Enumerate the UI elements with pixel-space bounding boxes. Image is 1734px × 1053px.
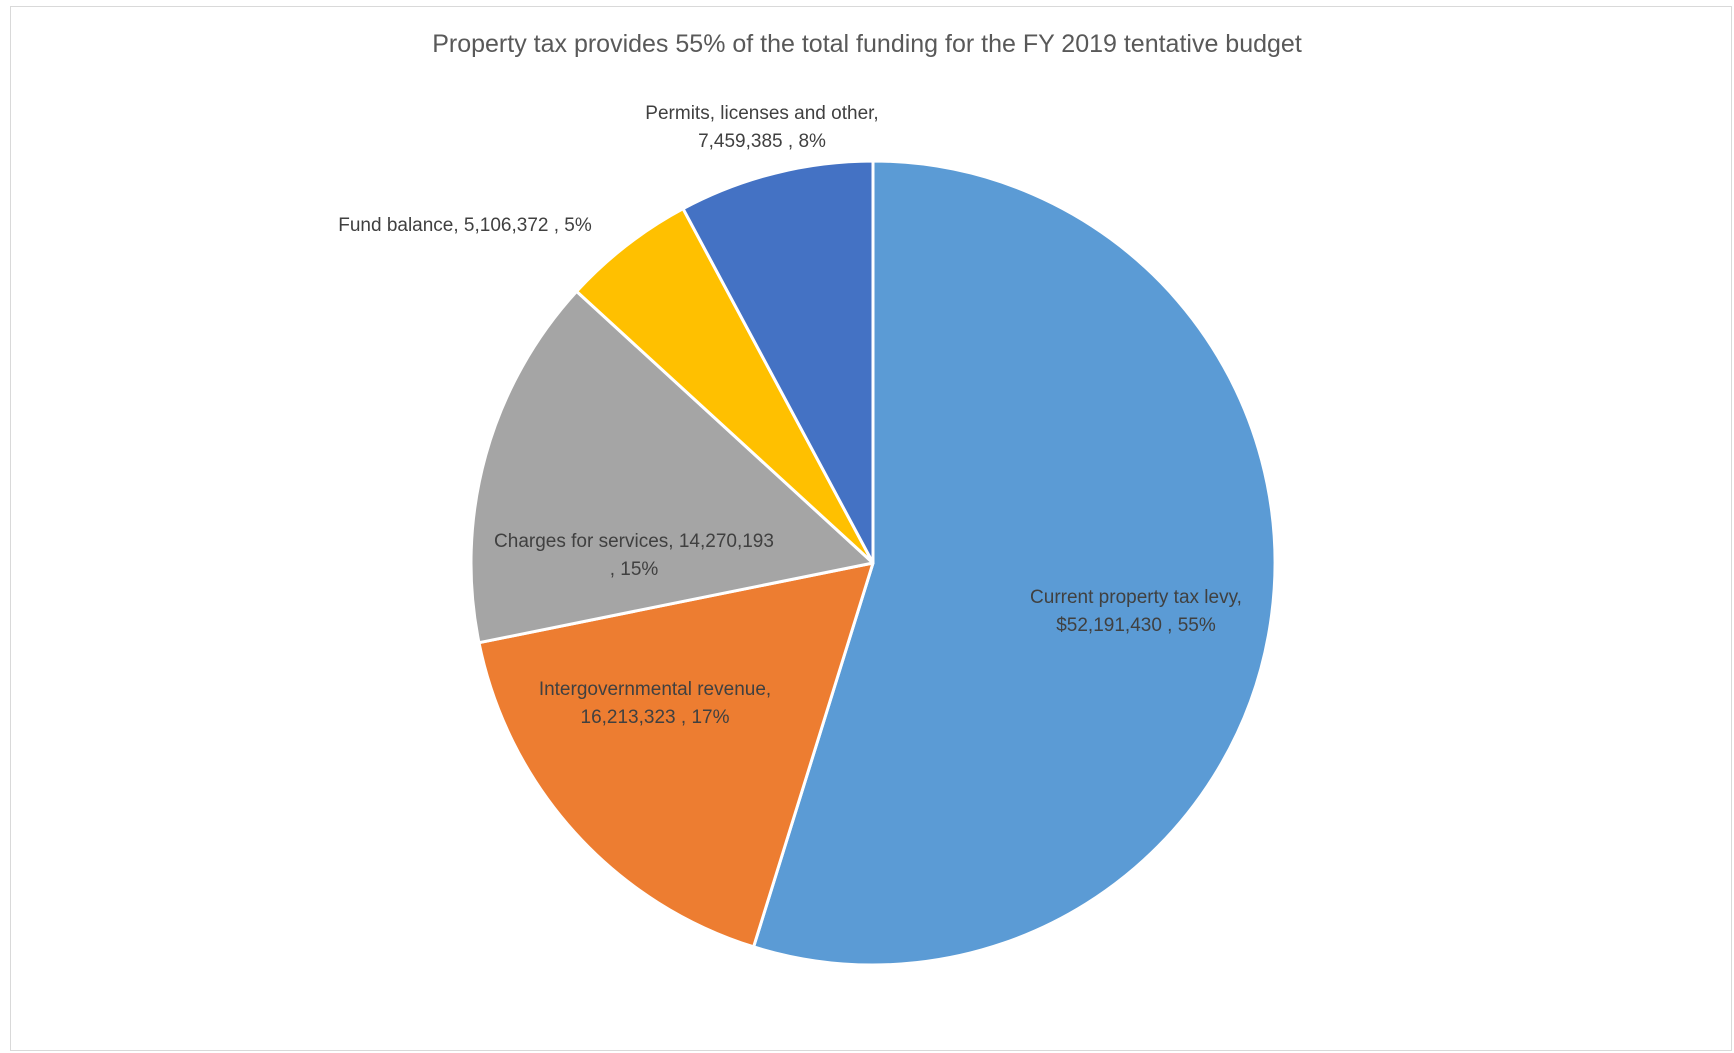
data-label-line: , 15%: [610, 559, 659, 580]
data-label-line: Fund balance, 5,106,372 , 5%: [338, 215, 592, 236]
data-label-intergovernmental-revenue: Intergovernmental revenue, 16,213,323 , 1…: [539, 679, 771, 728]
pie-slice-permits-licenses-and-other: [681, 159, 875, 565]
data-label-line: Current property tax levy,: [1030, 587, 1242, 608]
data-label-fund-balance: Fund balance, 5,106,372 , 5%: [338, 215, 592, 236]
data-label-line: Permits, licenses and other,: [645, 103, 878, 124]
data-label-line: Intergovernmental revenue,: [539, 679, 771, 700]
chart-title: Property tax provides 55% of the total f…: [432, 30, 1302, 58]
data-label-line: $52,191,430 , 55%: [1056, 615, 1216, 636]
data-label-current-property-tax-levy: Current property tax levy, $52,191,430 , …: [1030, 587, 1242, 636]
pie-slice-intergovernmental-revenue: [477, 561, 875, 949]
data-label-line: 7,459,385 , 8%: [698, 131, 826, 152]
data-label-line: Charges for services, 14,270,193: [494, 531, 774, 552]
data-label-permits-licenses-and-other: Permits, licenses and other, 7,459,385 , …: [645, 103, 878, 152]
pie-slice-current-property-tax-levy: [752, 159, 1277, 967]
pie-slice-fund-balance: [575, 207, 875, 565]
pie-slice-charges-for-services: [469, 289, 875, 645]
data-label-charges-for-services: Charges for services, 14,270,193 , 15%: [494, 531, 774, 580]
data-label-line: 16,213,323 , 17%: [581, 707, 730, 728]
